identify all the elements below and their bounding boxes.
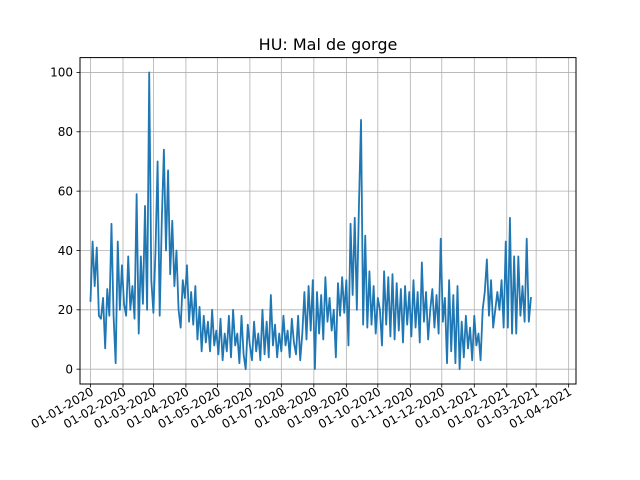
chart-title: HU: Mal de gorge [259, 35, 398, 54]
plot-frame [79, 57, 577, 385]
y-tick-label: 100 [50, 66, 73, 80]
grid-layer [80, 57, 576, 384]
y-tick-label: 40 [58, 244, 73, 258]
y-axis: 0 20 40 60 80 100 [50, 66, 80, 376]
x-axis: 01-01-202001-02-202001-03-202001-04-2020… [29, 384, 574, 431]
y-tick-label: 80 [58, 125, 73, 139]
series-line [89, 71, 532, 371]
series-layer [89, 71, 532, 371]
y-tick-label: 60 [58, 184, 73, 198]
y-tick-label: 0 [65, 362, 73, 376]
y-tick-label: 20 [58, 303, 73, 317]
